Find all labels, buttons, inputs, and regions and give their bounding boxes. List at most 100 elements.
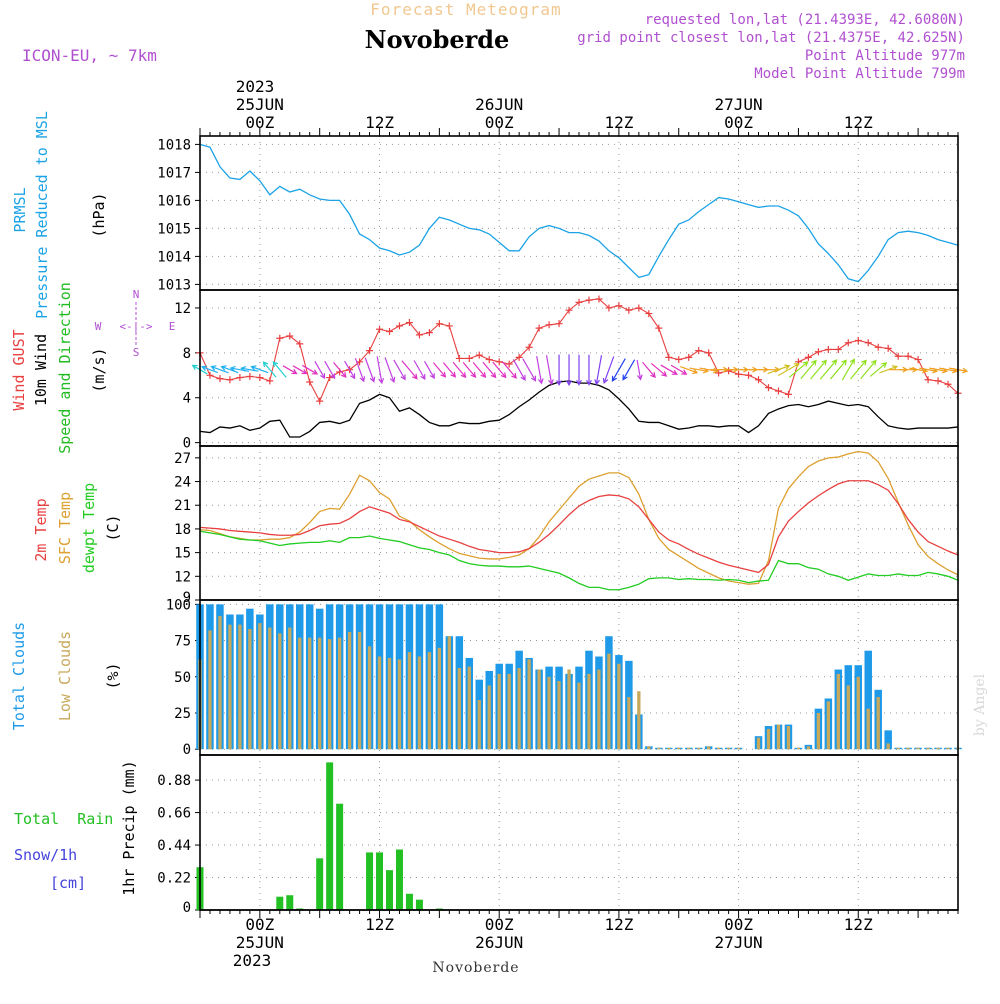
wind-direction-arrow [333, 361, 347, 378]
compass-w: W [95, 320, 102, 333]
wind-direction-arrow [262, 361, 277, 378]
gust-label: Wind GUST [10, 329, 28, 410]
low-cloud-bar [946, 747, 950, 750]
wind-direction-arrow [860, 359, 877, 380]
low-cloud-bar [298, 637, 302, 750]
point-altitude: Point Altitude 977m [805, 48, 965, 64]
cloud-unit: (%) [104, 662, 122, 689]
rain-bar [316, 858, 324, 910]
dewpt-line [199, 530, 959, 591]
gust-marker [924, 376, 932, 384]
y-tick-label: 24 [174, 475, 191, 491]
top-date-label: 26JUN [475, 95, 523, 114]
wind-direction-arrow [229, 365, 250, 372]
wind-direction-arrow [810, 359, 827, 380]
low-cloud-bar [457, 668, 461, 750]
wind-direction-arrow [611, 358, 626, 382]
cloud-labels: Total Clouds Low Clouds (%) [10, 622, 122, 730]
gust-marker [326, 374, 334, 382]
gust-marker [914, 356, 922, 364]
gust-marker [286, 332, 294, 340]
y-tick-label: 1018 [157, 137, 191, 153]
gust-marker [425, 329, 433, 337]
gust-marker [266, 377, 274, 385]
gust-marker [535, 324, 543, 332]
sfc-temp-line [199, 450, 959, 585]
gust-marker [894, 352, 902, 360]
gust-marker [735, 370, 743, 378]
gust-marker [705, 349, 713, 357]
wind-direction-arrow [302, 364, 319, 375]
footer-name: Novoberde [432, 960, 519, 976]
low-cloud-bar [607, 653, 611, 750]
gust-marker [675, 356, 683, 364]
gust-marker [854, 337, 862, 345]
gust-marker [884, 344, 892, 352]
low-cloud-bar [567, 669, 571, 750]
low-cloud-bar [527, 659, 531, 750]
low-cloud-bar [936, 747, 940, 750]
gust-marker [226, 376, 234, 384]
gust-marker [465, 354, 473, 362]
gust-marker [834, 345, 842, 353]
low-cloud-bar [228, 624, 232, 750]
y-tick-label: 0.22 [157, 871, 191, 887]
gust-marker [944, 380, 952, 388]
gust-marker [515, 353, 523, 361]
rain-label: Total Rain [14, 810, 113, 828]
gust-marker [625, 306, 633, 314]
low-cloud-bar [647, 746, 651, 750]
top-date-label: 27JUN [714, 95, 762, 114]
wind-direction-arrow [670, 364, 688, 375]
gust-marker [774, 387, 782, 395]
model-label: ICON-EU, ~ 7km [22, 46, 157, 65]
gust-marker [595, 295, 603, 303]
y-tick-label: 100 [166, 597, 191, 613]
wind-direction-arrow [442, 362, 457, 378]
pressure-label-2: Pressure Reduced to MSL [33, 111, 51, 319]
low-cloud-bar [517, 668, 521, 750]
wind-direction-arrow [660, 364, 678, 375]
top-hour-label: 12Z [604, 113, 633, 132]
wind-direction-arrow [576, 354, 582, 386]
wind-direction-arrow [492, 361, 507, 379]
gust-marker [824, 345, 832, 353]
low-cloud-bar [916, 747, 920, 750]
wind-direction-arrow [767, 364, 791, 375]
bottom-hour-label: 12Z [844, 915, 873, 934]
gust-marker [755, 376, 763, 384]
low-cloud-bar [856, 676, 860, 750]
wind-direction-arrow [314, 360, 326, 380]
gust-marker [615, 302, 623, 310]
gust-marker [784, 390, 792, 398]
low-cloud-bar [707, 746, 711, 750]
gust-marker [874, 343, 882, 351]
gust-marker [575, 298, 583, 306]
gust-marker [366, 347, 374, 355]
wind-direction-arrow [850, 359, 867, 380]
wind-direction-arrow [556, 354, 562, 387]
low-cloud-bar [667, 747, 671, 750]
low-cloud-bar [278, 633, 282, 750]
low-cloud-bar [218, 615, 222, 750]
low-cloud-bar [377, 656, 382, 750]
total-cloud-label: Total Clouds [10, 622, 28, 730]
y-tick-label: 15 [174, 546, 191, 562]
low-cloud-bar [397, 659, 402, 750]
low-cloud-bar [507, 673, 511, 750]
low-cloud-bar [407, 652, 412, 750]
low-cloud-bar [796, 747, 801, 750]
wind-direction-arrow [800, 359, 817, 380]
gust-marker [555, 320, 563, 328]
wind-direction-arrow [899, 366, 919, 373]
cm-label: [cm] [50, 874, 86, 892]
gust-marker [804, 353, 812, 361]
wind-direction-arrow [757, 366, 781, 373]
wind-direction-arrow [354, 357, 366, 383]
low-cloud-bar [347, 631, 352, 750]
low-cloud-bar [587, 673, 591, 750]
y-tick-label: 50 [174, 670, 191, 686]
wind-direction-arrow [536, 356, 544, 385]
